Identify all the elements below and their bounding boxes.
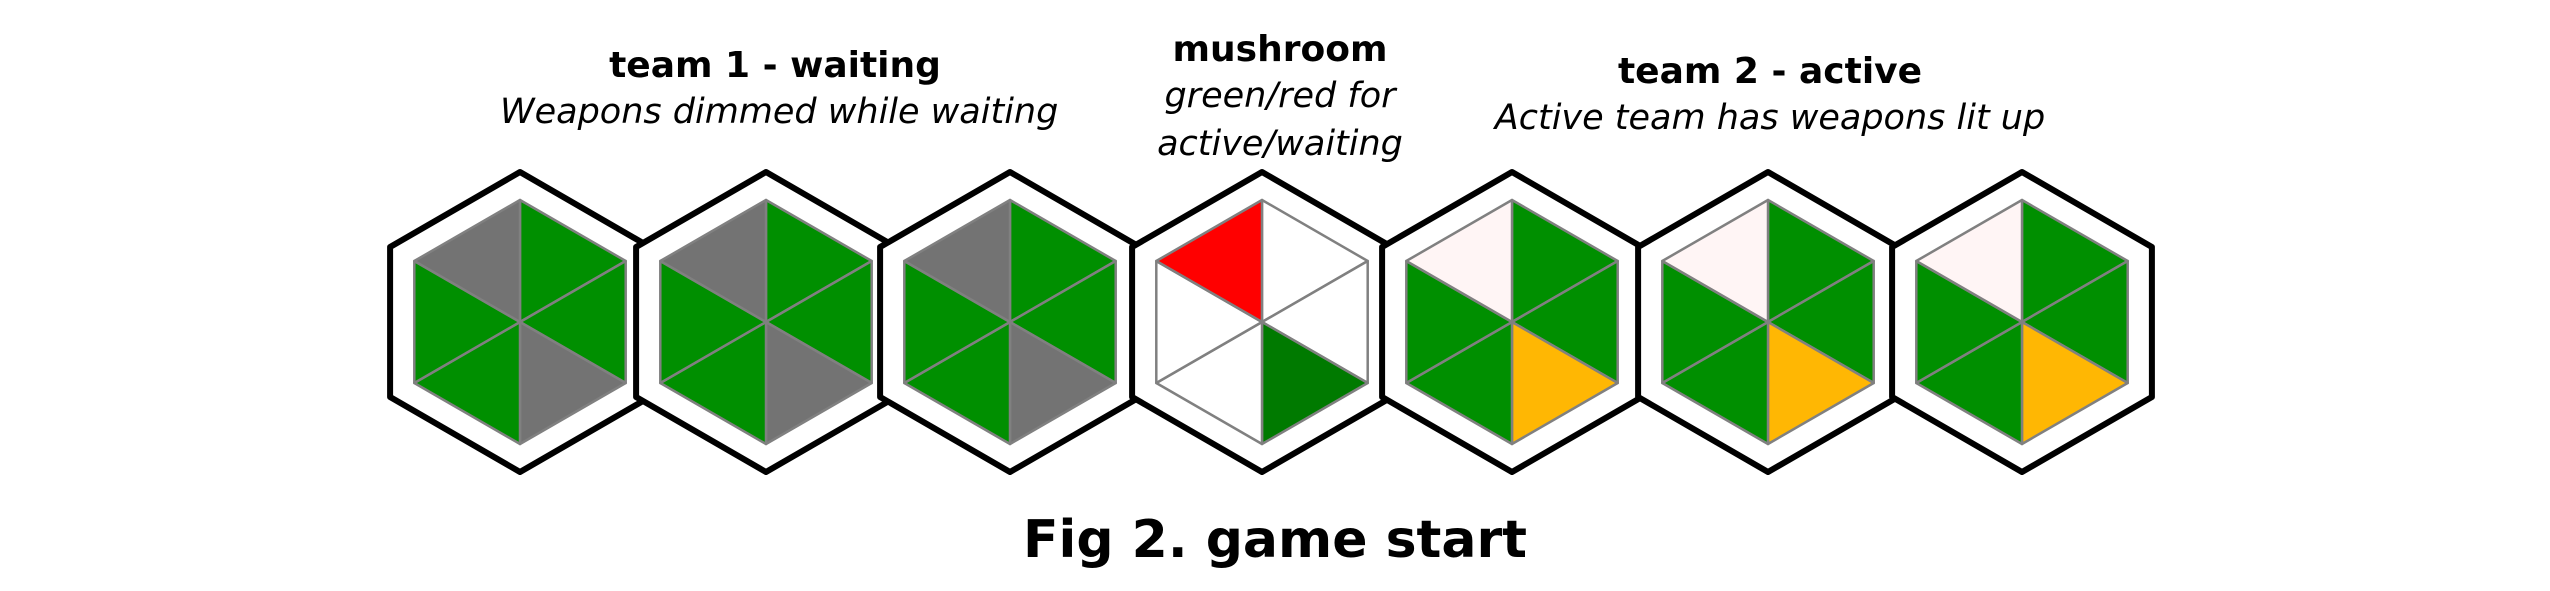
team1-label: team 1 - waiting Weapons dimmed while wa… (500, 44, 1059, 136)
hex-segment (1155, 198, 1264, 324)
team2-subtitle: Active team has weapons lit up (1494, 98, 2046, 138)
team2-label: team 2 - active Active team has weapons … (1490, 50, 2050, 142)
mushroom-title: mushroom (1172, 29, 1388, 70)
hex-segment (1405, 198, 1514, 324)
mushroom-hex (1129, 169, 1395, 475)
mushroom-label: mushroom green/red for active/waiting (1130, 28, 1430, 168)
hex-segment (413, 198, 522, 324)
team2-title: team 2 - active (1617, 51, 1923, 92)
team1-hex-3 (877, 169, 1143, 475)
team1-hex-1 (387, 169, 653, 475)
team1-hex-2 (633, 169, 899, 475)
mushroom-subtitle-line2: active/waiting (1157, 124, 1403, 164)
hex-segment (903, 198, 1012, 324)
team2-hex-1 (1379, 169, 1645, 475)
team1-subtitle: Weapons dimmed while waiting (500, 92, 1059, 132)
figure-caption: Fig 2. game start (1023, 510, 1527, 570)
team2-hex-3 (1889, 169, 2155, 475)
hex-segment (659, 198, 768, 324)
team2-hex-2 (1635, 169, 1901, 475)
hex-segment (1661, 198, 1770, 324)
team1-title: team 1 - waiting (609, 45, 941, 86)
hex-segment (1915, 198, 2024, 324)
mushroom-subtitle-line1: green/red for (1164, 76, 1396, 116)
